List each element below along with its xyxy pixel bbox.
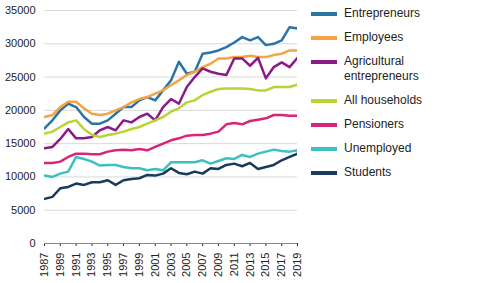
svg-text:0: 0	[29, 237, 35, 249]
html-text:Pensioners: Pensioners	[344, 117, 404, 131]
svg-text:2013: 2013	[244, 253, 256, 277]
html-text:All households: All households	[344, 93, 423, 107]
svg-text:1995: 1995	[101, 253, 113, 277]
svg-text:35000: 35000	[5, 4, 36, 16]
svg-text:2005: 2005	[180, 253, 192, 277]
svg-text:25000: 25000	[5, 71, 36, 83]
svg-text:2015: 2015	[259, 253, 271, 277]
svg-text:1993: 1993	[85, 253, 97, 277]
svg-text:2003: 2003	[165, 253, 177, 277]
svg-text:5000: 5000	[11, 204, 35, 216]
html-text:Unemployed: Unemployed	[344, 141, 412, 155]
html-text:Agricultural entrepreneurs: Agricultural entrepreneurs	[344, 54, 419, 83]
svg-text:10000: 10000	[5, 170, 36, 182]
svg-text:2017: 2017	[275, 253, 287, 277]
html-text:Employees: Employees	[344, 30, 404, 44]
svg-text:1999: 1999	[133, 253, 145, 277]
svg-text:1987: 1987	[38, 253, 50, 277]
svg-text:20000: 20000	[5, 104, 36, 116]
html-text:Students: Students	[344, 165, 392, 179]
svg-text:2007: 2007	[196, 253, 208, 277]
svg-text:15000: 15000	[5, 137, 36, 149]
svg-text:1991: 1991	[70, 253, 82, 277]
html-text:Entrepreneurs: Entrepreneurs	[344, 6, 420, 20]
svg-text:2001: 2001	[149, 253, 161, 277]
svg-text:2009: 2009	[212, 253, 224, 277]
svg-text:30000: 30000	[5, 37, 36, 49]
svg-text:2019: 2019	[291, 253, 303, 277]
svg-text:2011: 2011	[228, 253, 240, 277]
svg-text:1989: 1989	[54, 253, 66, 277]
svg-text:1997: 1997	[117, 253, 129, 277]
